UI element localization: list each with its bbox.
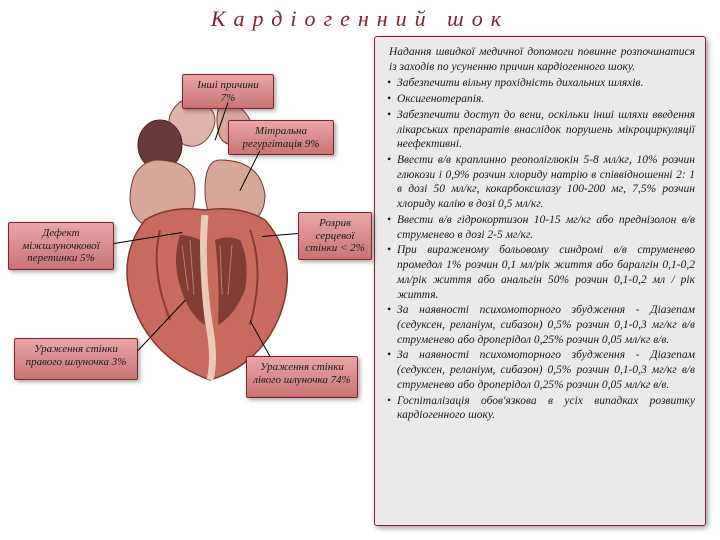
panel-bullet: Ввести в/в краплинно реополіглюкін 5-8 м… xyxy=(389,153,695,212)
panel-bullet: Оксигенотерапія. xyxy=(389,92,695,107)
panel-bullet: За наявності психомоторного збудження - … xyxy=(389,303,695,347)
callout-mitral: Мітральна регургітація 9% xyxy=(228,120,334,155)
callout-rupture: Розрив серцевої стінки < 2% xyxy=(298,212,372,260)
panel-bullet: Забезпечити вільну прохідність дихальних… xyxy=(389,76,695,91)
panel-bullet: Госпіталізація обов'язкова в усіх випадк… xyxy=(389,394,695,423)
panel-bullet: Ввести в/в гідрокортизон 10-15 мг/кг або… xyxy=(389,213,695,242)
info-panel: Надання швидкої медичної допомоги повинн… xyxy=(374,36,706,526)
panel-bullet: При вираженому больовому синдромі в/в ст… xyxy=(389,243,695,302)
callout-defect: Дефект міжшлуночкової перетинки 5% xyxy=(8,222,114,270)
callout-right_v: Ураження стінки правого шлуночка 3% xyxy=(14,338,138,380)
panel-bullet: За наявності психомоторного збудження - … xyxy=(389,348,695,392)
panel-list: Забезпечити вільну прохідність дихальних… xyxy=(389,76,695,423)
panel-bullet: Забезпечити доступ до вени, оскільки інш… xyxy=(389,108,695,152)
callout-left_v: Ураження стінки лівого шлуночка 74% xyxy=(246,356,358,398)
panel-intro: Надання швидкої медичної допомоги повинн… xyxy=(389,45,695,74)
page-title: Кардіогенний шок xyxy=(0,6,720,32)
